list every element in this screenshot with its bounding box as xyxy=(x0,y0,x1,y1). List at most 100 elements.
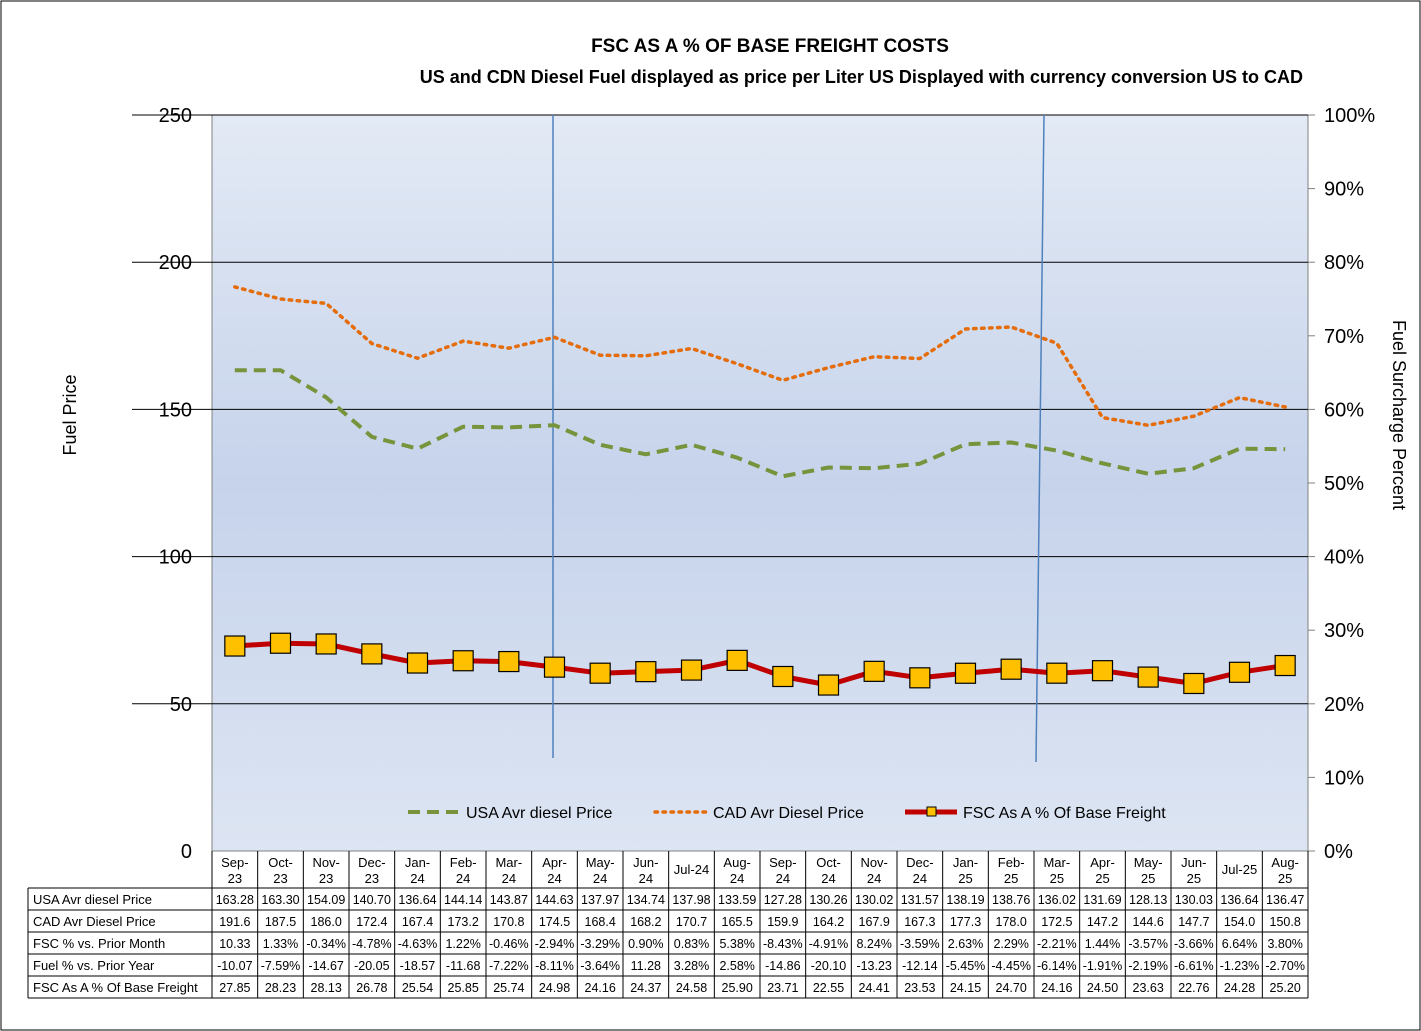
x-tick-label: 25 xyxy=(958,871,972,886)
table-cell: 128.13 xyxy=(1129,893,1167,907)
table-cell: 130.03 xyxy=(1175,893,1213,907)
legend-label: USA Avr diesel Price xyxy=(466,805,613,822)
table-cell: 154.09 xyxy=(307,893,345,907)
fsc-marker xyxy=(635,661,657,683)
x-tick-label: Jul-25 xyxy=(1222,862,1257,877)
x-tick-label: 25 xyxy=(1095,871,1109,886)
table-cell: -1.91% xyxy=(1083,959,1123,973)
fsc-marker xyxy=(1046,662,1068,684)
x-tick-label: 23 xyxy=(273,871,287,886)
x-tick-label: Nov- xyxy=(312,855,339,870)
table-cell: 25.74 xyxy=(493,981,524,995)
annotation-line-2 xyxy=(1035,114,1045,763)
fsc-marker xyxy=(726,649,748,671)
table-cell: -13.23 xyxy=(856,959,891,973)
table-cell: 147.2 xyxy=(1087,915,1118,929)
x-tick-label: Jan- xyxy=(405,855,430,870)
x-tick-label: Oct- xyxy=(268,855,293,870)
table-cell: 167.9 xyxy=(859,915,890,929)
x-tick-label: 24 xyxy=(730,871,744,886)
table-cell: 136.64 xyxy=(398,893,436,907)
table-cell: 136.47 xyxy=(1266,893,1304,907)
x-tick-label: Nov- xyxy=(860,855,887,870)
x-tick-label: Jan- xyxy=(953,855,978,870)
table-cell: -4.78% xyxy=(352,937,392,951)
table-cell: 0.90% xyxy=(628,937,663,951)
table-cell: 23.53 xyxy=(904,981,935,995)
x-tick-label: 25 xyxy=(1004,871,1018,886)
table-cell: 144.6 xyxy=(1133,915,1164,929)
x-tick-label: 23 xyxy=(319,871,333,886)
y-tick-label: 200 xyxy=(159,252,192,274)
x-tick-label: Aug- xyxy=(723,855,750,870)
table-cell: -4.45% xyxy=(991,959,1031,973)
y-tick-label: 50 xyxy=(170,694,192,716)
fsc-marker xyxy=(772,665,794,688)
table-cell: 8.24% xyxy=(856,937,891,951)
y2-tick-label: 40% xyxy=(1324,547,1364,569)
table-cell: -8.11% xyxy=(535,959,574,973)
table-cell: 163.30 xyxy=(261,893,299,907)
table-cell: -3.59% xyxy=(900,937,940,951)
x-tick-label: 24 xyxy=(456,871,470,886)
legend-label: CAD Avr Diesel Price xyxy=(713,805,864,822)
fsc-marker xyxy=(954,662,977,684)
fsc-marker xyxy=(863,660,885,682)
y2-tick-label: 20% xyxy=(1324,694,1364,716)
table-cell: 23.63 xyxy=(1133,981,1164,995)
x-tick-label: 24 xyxy=(867,871,881,886)
x-tick-label: 24 xyxy=(821,871,835,886)
table-cell: 163.28 xyxy=(216,893,254,907)
table-row-label: FSC As A % Of Base Freight xyxy=(33,980,198,995)
table-cell: -12.14 xyxy=(902,959,937,973)
y2-tick-label: 70% xyxy=(1324,326,1364,348)
x-tick-label: Apr- xyxy=(542,855,567,870)
legend-marker xyxy=(926,806,937,817)
table-cell: 159.9 xyxy=(767,915,798,929)
x-tick-label: Dec- xyxy=(358,855,385,870)
fsc-marker xyxy=(1274,654,1296,677)
table-cell: 26.78 xyxy=(356,981,387,995)
x-tick-label: May- xyxy=(1134,855,1163,870)
fsc-marker xyxy=(269,632,292,654)
y2-tick-label: 50% xyxy=(1324,473,1364,495)
table-cell: -20.10 xyxy=(811,959,846,973)
fsc-marker xyxy=(680,659,703,681)
table-row-label: Fuel % vs. Prior Year xyxy=(33,958,155,973)
table-cell: 144.63 xyxy=(535,893,573,907)
table-cell: 24.16 xyxy=(585,981,616,995)
table-cell: 24.15 xyxy=(950,981,981,995)
x-tick-label: 24 xyxy=(776,871,790,886)
x-tick-label: 24 xyxy=(410,871,424,886)
table-cell: -1.23% xyxy=(1220,959,1260,973)
x-tick-label: Apr- xyxy=(1090,855,1115,870)
table-cell: 10.33 xyxy=(219,937,250,951)
fsc-marker xyxy=(406,652,429,674)
table-cell: 144.14 xyxy=(444,893,482,907)
table-cell: 173.2 xyxy=(448,915,479,929)
x-tick-label: 24 xyxy=(913,871,927,886)
fsc-marker xyxy=(589,662,611,684)
table-cell: 22.55 xyxy=(813,981,844,995)
table-cell: -6.14% xyxy=(1037,959,1077,973)
table-cell: 167.3 xyxy=(904,915,935,929)
table-cell: 172.5 xyxy=(1041,915,1072,929)
x-tick-label: Sep- xyxy=(221,855,248,870)
table-cell: -10.07 xyxy=(217,959,252,973)
table-cell: 172.4 xyxy=(356,915,387,929)
table-row-label: FSC % vs. Prior Month xyxy=(33,936,165,951)
table-cell: -18.57 xyxy=(400,959,435,973)
table-cell: 24.28 xyxy=(1224,981,1255,995)
fsc-marker xyxy=(1091,660,1114,682)
table-cell: 134.74 xyxy=(627,893,665,907)
table-cell: -4.63% xyxy=(398,937,438,951)
table-cell: 24.37 xyxy=(630,981,661,995)
table-cell: 2.58% xyxy=(719,959,754,973)
table-cell: -5.45% xyxy=(946,959,986,973)
x-tick-label: 24 xyxy=(547,871,561,886)
x-tick-label: Sep- xyxy=(769,855,796,870)
y2-tick-label: 30% xyxy=(1324,620,1364,642)
table-cell: -7.59% xyxy=(261,959,301,973)
table-cell: -7.22% xyxy=(489,959,529,973)
x-tick-label: 25 xyxy=(1187,871,1201,886)
